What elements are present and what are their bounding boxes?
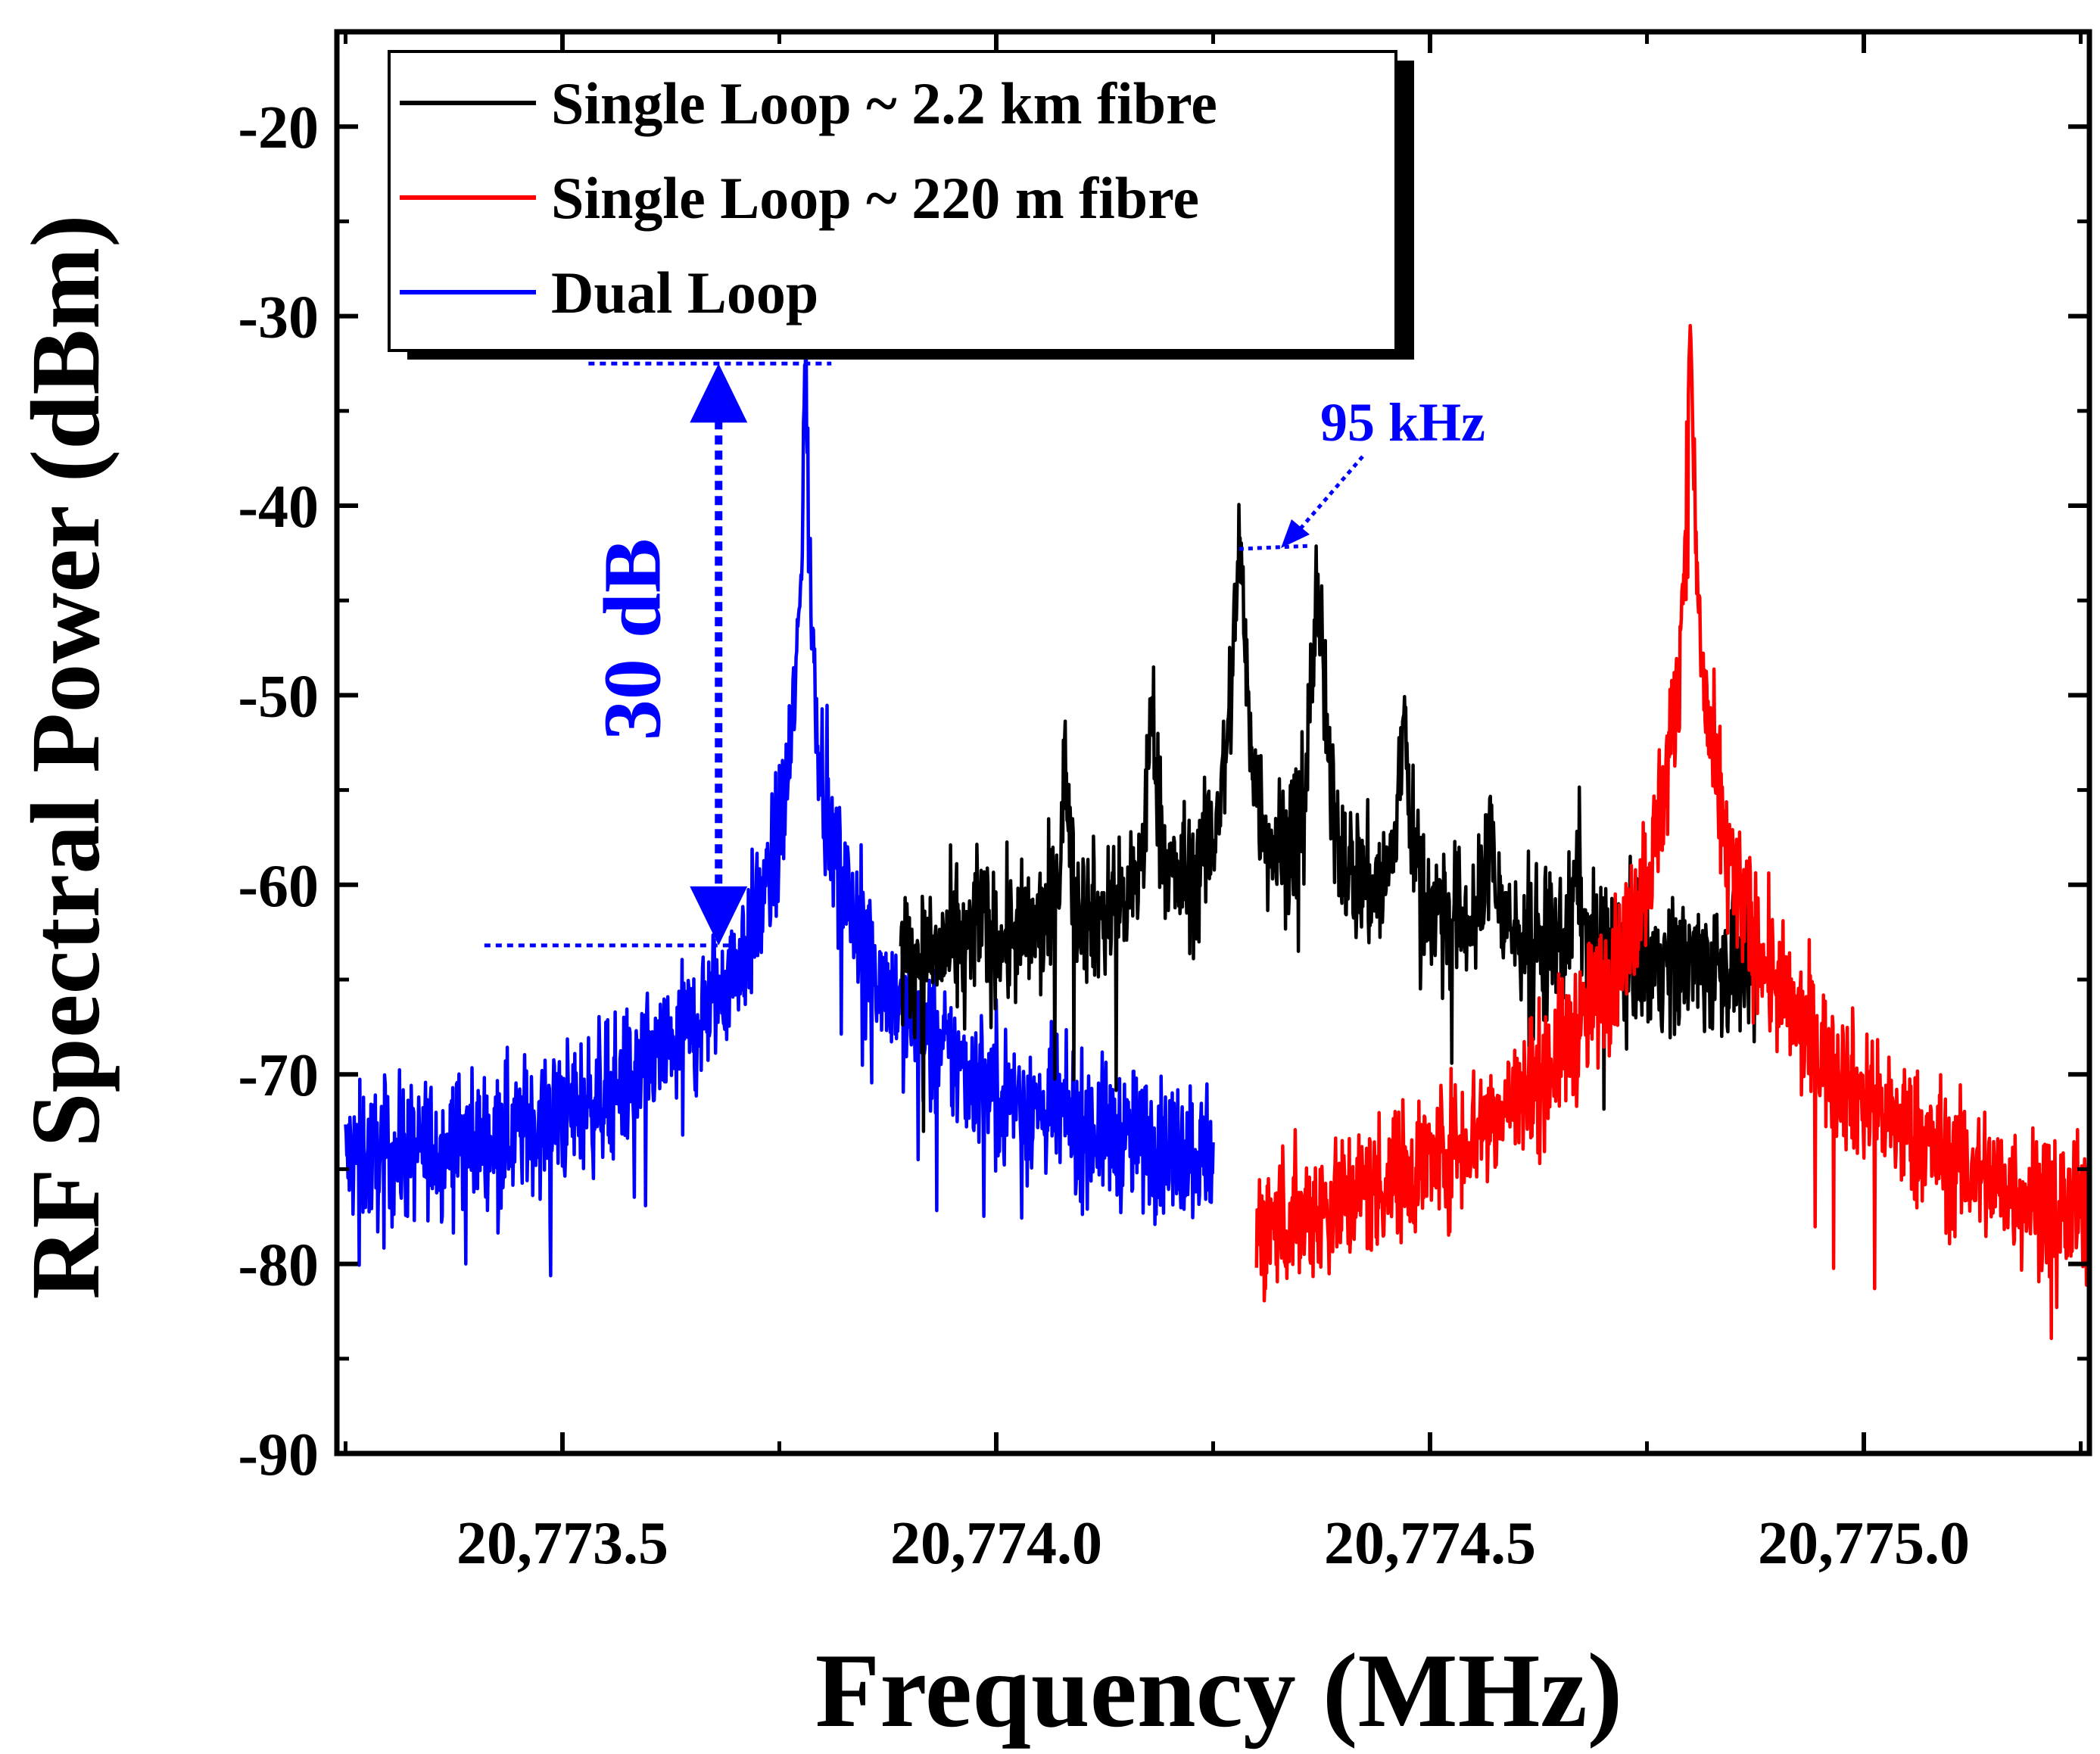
- x-axis-title: Frequency (MHz): [815, 1632, 1623, 1749]
- spacing-pointer-head: [1281, 519, 1310, 548]
- arrow-up-head: [690, 363, 748, 423]
- annotation-30db: 30 dB: [587, 538, 678, 740]
- annotation-95khz: 95 kHz: [1320, 392, 1485, 453]
- y-tick-label: -60: [238, 853, 319, 920]
- legend-box: [388, 50, 1397, 352]
- arrow-down-head: [690, 886, 748, 946]
- y-tick-label: -90: [238, 1422, 319, 1488]
- y-tick-label: -20: [238, 95, 319, 161]
- y-tick-label: -80: [238, 1232, 319, 1299]
- legend: Single Loop ~ 2.2 km fibre Single Loop ~ …: [388, 50, 1414, 360]
- x-tick-label: 20,774.5: [1324, 1510, 1536, 1577]
- y-axis-title: RF Spectral Power (dBm): [11, 214, 120, 1299]
- legend-label: Single Loop ~ 220 m fibre: [551, 165, 1199, 231]
- spacing-pointer: [1295, 455, 1364, 535]
- x-tick-label: 20,775.0: [1758, 1510, 1970, 1577]
- y-tick-label: -40: [238, 474, 319, 541]
- y-tick-label: -70: [238, 1042, 319, 1109]
- legend-label: Single Loop ~ 2.2 km fibre: [551, 70, 1217, 136]
- legend-label: Dual Loop: [551, 260, 818, 326]
- y-tick-label: -50: [238, 663, 319, 730]
- spacing-line: [1239, 544, 1310, 551]
- x-tick-label: 20,774.0: [890, 1510, 1102, 1577]
- series-layer: [344, 308, 2089, 1341]
- y-tick-label: -30: [238, 285, 319, 351]
- axis-layer: -20 -30 -40 -50 -60 -70 -80 -90 20,773.5 20,774.0…: [238, 32, 2089, 1577]
- series-line-single-loop-2-2km: [899, 503, 1762, 1133]
- series-line-dual-loop: [344, 308, 1215, 1278]
- annotation-layer: 30 dB 95 kHz: [484, 361, 1485, 948]
- series-line-single-loop-220m: [1254, 323, 2089, 1341]
- x-tick-label: 20,773.5: [456, 1510, 668, 1577]
